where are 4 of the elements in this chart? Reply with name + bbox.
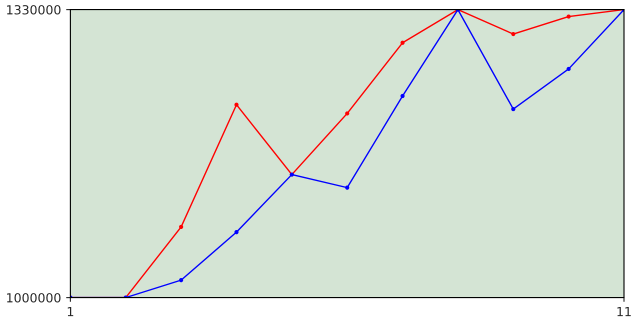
x-tick-label: 1 bbox=[68, 307, 74, 316]
y-tick-label: 1000000 bbox=[7, 293, 61, 303]
y-tick-label: 1330000 bbox=[7, 5, 61, 15]
x-tick-label: 11 bbox=[617, 307, 631, 316]
